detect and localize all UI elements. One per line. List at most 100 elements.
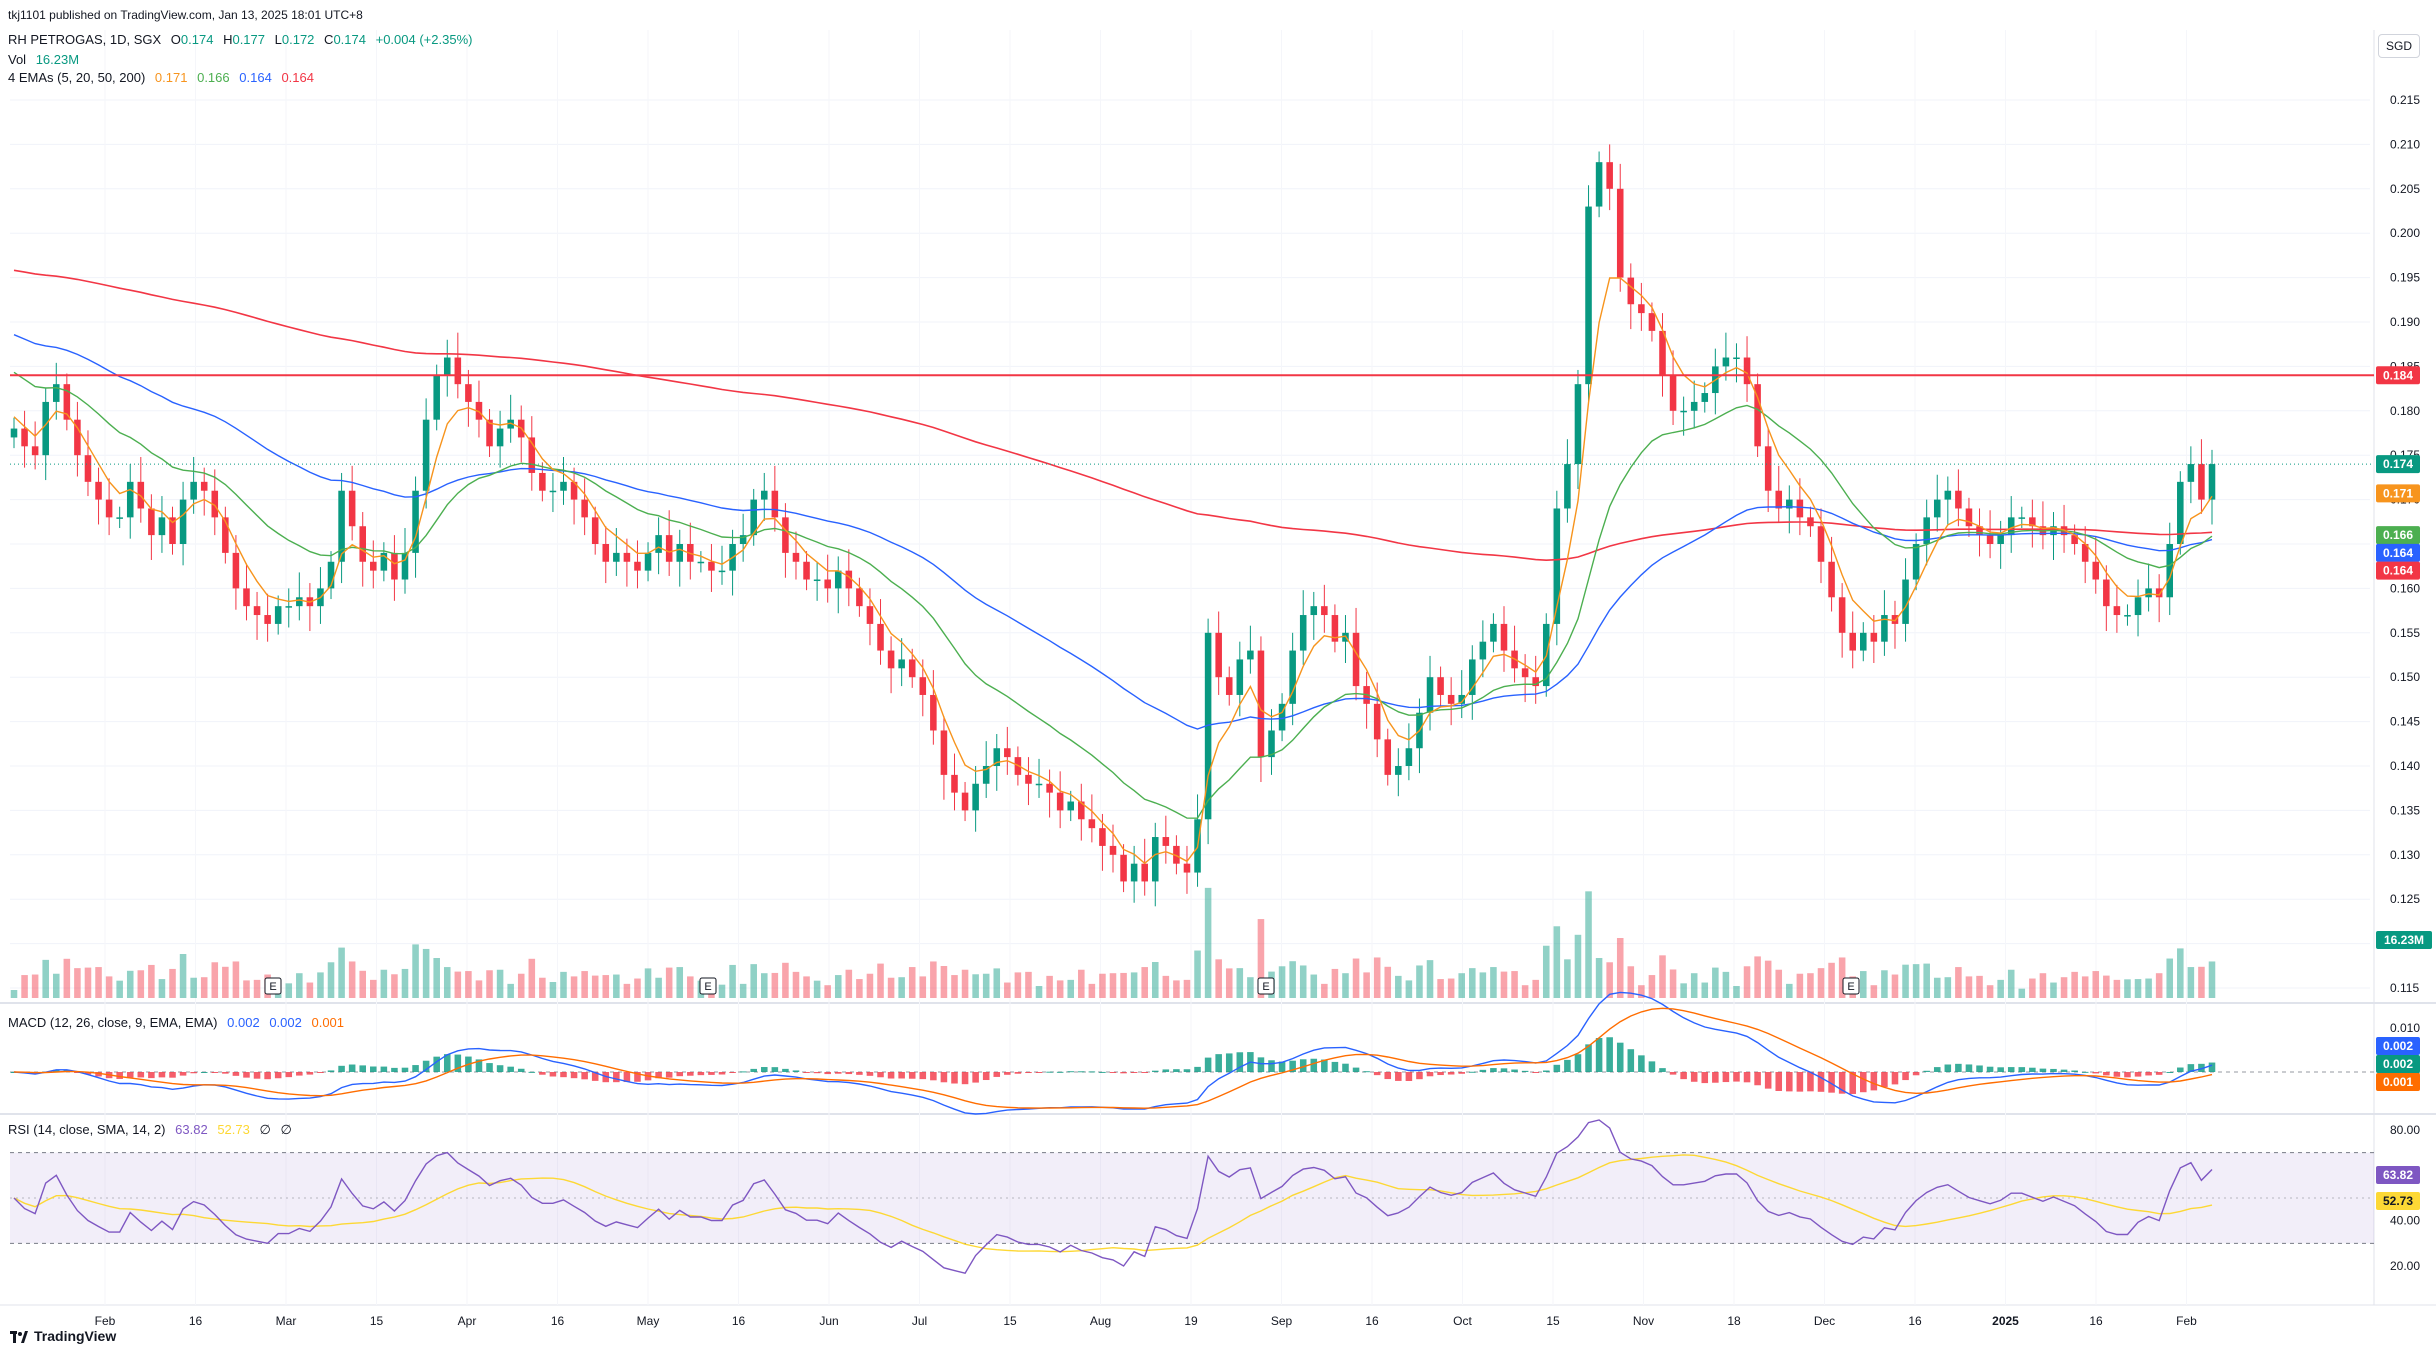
volume-bar (866, 973, 874, 998)
macd-label[interactable]: MACD (12, 26, close, 9, EMA, EMA) (8, 1015, 218, 1030)
dividend-marker-label: E (1847, 981, 1854, 993)
candle-body (644, 552, 652, 571)
time-tick-label: 15 (1003, 1314, 1017, 1328)
volume-bar (507, 983, 514, 998)
volume-bar (285, 983, 293, 998)
currency-button[interactable]: SGD (2378, 34, 2420, 58)
candle-body (782, 517, 789, 553)
dividend-marker-label: E (704, 981, 711, 993)
volume-bar (1912, 964, 1920, 998)
volume-bar (496, 969, 504, 998)
candle-body (771, 490, 779, 518)
candle-body (2029, 517, 2036, 527)
volume-bar (961, 969, 969, 998)
volume-bar (1574, 934, 1582, 998)
candle-body (443, 357, 451, 376)
macd-histogram-bar (1384, 1072, 1392, 1080)
macd-histogram-bar (2124, 1072, 2131, 1078)
macd-histogram-bar (1860, 1072, 1867, 1093)
volume-bar (803, 976, 810, 998)
volume-bar (1754, 956, 1761, 998)
macd-histogram-bar (95, 1072, 102, 1077)
macd-histogram-bar (285, 1072, 293, 1078)
macd-histogram-bar (972, 1072, 979, 1083)
volume-bar (1088, 983, 1096, 998)
volume-bar (1225, 968, 1233, 998)
volume-bar (2103, 975, 2110, 998)
macd-histogram-bar (1278, 1061, 1286, 1072)
volume-bar (539, 977, 546, 998)
ema-label[interactable]: 4 EMAs (5, 20, 50, 200) (8, 70, 146, 85)
macd-histogram-bar (412, 1065, 419, 1072)
candle-body (1701, 393, 1709, 402)
volume-bar (1902, 964, 1909, 998)
macd-histogram-bar (993, 1072, 1001, 1077)
candle-body (1733, 357, 1740, 360)
macd-histogram-bar (1056, 1071, 1064, 1073)
candle-body (2124, 615, 2131, 617)
macd-histogram-bar (401, 1067, 409, 1072)
volume-bar (63, 958, 71, 998)
candle-body (1690, 401, 1698, 411)
price-tick-label: 0.200 (2390, 226, 2420, 240)
candle-body (2092, 561, 2100, 580)
macd-histogram-bar (1426, 1072, 1434, 1077)
macd-histogram-bar (158, 1072, 166, 1078)
volume-bar (993, 968, 1001, 998)
macd-histogram-bar (1236, 1052, 1244, 1072)
candle-body (634, 561, 641, 571)
macd-histogram-bar (137, 1072, 145, 1078)
volume-bar (560, 971, 567, 998)
macd-axis-label (2376, 1055, 2420, 1073)
macd-histogram-bar (824, 1072, 831, 1075)
candle-body (1437, 677, 1444, 695)
candle-body (1955, 490, 1962, 509)
candle-body (908, 659, 916, 678)
candle-body (1384, 739, 1392, 775)
volume-bar (465, 971, 472, 998)
change-value: +0.004 (+2.35%) (375, 32, 473, 47)
volume-bar (834, 975, 842, 998)
volume-bar (1204, 887, 1212, 998)
macd-histogram-bar (634, 1072, 641, 1082)
volume-bar (1352, 958, 1360, 998)
tradingview-logo[interactable]: TradingView (10, 1328, 116, 1344)
symbol-label[interactable]: RH PETROGAS, 1D, SGX (8, 32, 162, 47)
macd-histogram-bar (296, 1072, 303, 1076)
rsi-label[interactable]: RSI (14, close, SMA, 14, 2) (8, 1122, 166, 1137)
candle-body (1088, 819, 1096, 829)
candle-body (718, 570, 726, 573)
vol-label[interactable]: Vol (8, 52, 27, 67)
macd-histogram-bar (2050, 1068, 2057, 1072)
time-tick-label: Apr (458, 1314, 477, 1328)
volume-bar (1891, 974, 1899, 998)
macd-histogram-bar (2208, 1062, 2216, 1072)
candle-body (1352, 632, 1360, 687)
macd-histogram-bar (1120, 1072, 1127, 1074)
volume-bar (2081, 976, 2089, 998)
volume-bar (1194, 950, 1201, 998)
macd-value: 0.002 (227, 1015, 260, 1030)
macd-histogram-bar (1944, 1064, 1952, 1072)
macd-histogram-bar (1627, 1049, 1635, 1072)
candle-body (824, 579, 831, 589)
macd-histogram-bar (898, 1072, 905, 1079)
macd-histogram-bar (1585, 1044, 1592, 1072)
candle-body (1743, 357, 1751, 385)
macd-histogram-bar (940, 1072, 948, 1083)
rsi-tick-label: 80.00 (2390, 1123, 2420, 1137)
candle-body (1426, 677, 1434, 713)
macd-histogram-bar (570, 1072, 578, 1079)
volume-bar (1173, 980, 1180, 998)
rsi-ma-line (13, 1154, 2213, 1253)
volume-bar (1606, 962, 1613, 998)
time-tick-label: Feb (95, 1314, 116, 1328)
rsi-legend: RSI (14, close, SMA, 14, 2) 63.82 52.73 … (8, 1122, 298, 1138)
volume-bar (1944, 977, 1952, 998)
volume-axis-label-text: 16.23M (2384, 933, 2424, 947)
volume-bar (158, 979, 166, 998)
macd-histogram-bar (317, 1072, 324, 1073)
volume-bar (623, 983, 631, 998)
